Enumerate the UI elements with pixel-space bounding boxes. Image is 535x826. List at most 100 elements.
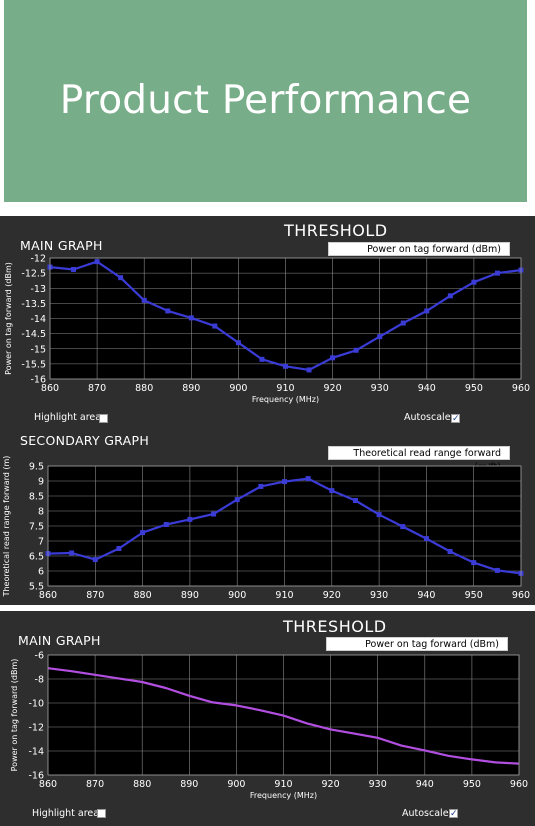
data-point-marker [118,275,124,281]
data-point-marker [329,488,335,494]
autoscale-label: Autoscale [402,808,449,819]
y-axis-label: Power on tag forward (dBm) [4,262,13,375]
data-point-marker [234,497,240,503]
y-tick-label: -16 [30,375,46,386]
y-tick-label: 8 [38,507,44,518]
data-point-marker [400,320,406,326]
data-point-marker [188,315,194,321]
highlight-area-checkbox[interactable] [97,809,106,818]
x-tick-label: 870 [86,779,104,790]
data-point-marker [377,334,383,340]
highlight-area-label: Highlight area [34,412,102,423]
plot-border [47,654,520,776]
data-point-marker [282,479,287,485]
data-point-marker [400,524,406,530]
data-point-marker [94,259,100,265]
x-tick-label: 920 [324,383,342,394]
y-tick-label: -13.5 [21,299,46,310]
data-point-marker [494,567,500,573]
plot-border [49,257,522,380]
main-graph-chart: 860 870 880 890 900 910 920 930 940 950 960 -6 -8 -10… [10,651,528,801]
banner-gap [0,202,535,216]
x-tick-label: 910 [275,590,293,601]
highlight-area-label: Highlight area [32,808,100,819]
x-tick-label: 880 [134,590,152,601]
x-tick-label: 960 [512,590,530,601]
data-point-marker [352,498,358,503]
secondary-graph-title: SECONDARY GRAPH [20,433,150,448]
y-tick-label: -14 [28,747,44,758]
x-tick-label: 880 [135,383,153,394]
data-point-marker [258,483,264,489]
autoscale-label: Autoscale [404,412,451,423]
data-point-marker [116,546,122,551]
y-tick-label: 9 [38,477,44,488]
y-tick-label: 6 [38,567,44,578]
x-tick-label: 900 [228,590,246,601]
x-tick-label: 880 [133,779,151,790]
x-tick-label: 940 [417,590,435,601]
x-tick-label: 950 [463,779,481,790]
x-tick-label: 870 [86,590,104,601]
x-axis-label: Frequency (MHz) [250,791,317,800]
x-tick-label: 910 [276,383,294,394]
secondary-graph-chart: 860 870 880 890 900 910 920 930 940 950 960 9.5 9 8.5… [2,456,530,601]
x-tick-label: 930 [371,383,389,394]
data-point-marker [330,355,336,361]
y-tick-label: -6 [35,651,44,662]
data-point-marker [71,266,77,272]
data-point-marker [306,367,312,373]
y-tick-label: 9.5 [29,462,44,473]
y-tick-label: 5.5 [29,582,44,593]
y-tick-label: 8.5 [29,492,44,503]
data-point-marker [211,511,217,517]
y-tick-label: -12.5 [21,269,46,280]
data-point-marker [212,323,218,329]
x-tick-label: 930 [370,590,388,601]
y-tick-label: -14.5 [21,329,46,340]
x-tick-label: 900 [227,779,245,790]
data-point-marker [376,512,382,518]
x-tick-label: 930 [369,779,387,790]
y-tick-label: -12 [30,254,46,265]
data-point-marker [141,297,147,303]
plot-border [47,465,522,587]
x-tick-label: 890 [180,779,198,790]
y-axis-label: Theoretical read range forward (m) [2,456,11,598]
x-tick-label: 890 [181,590,199,601]
y-tick-label: -15 [30,344,46,355]
data-point-marker [165,308,171,314]
x-tick-label: 920 [323,590,341,601]
data-point-marker [423,536,429,542]
x-tick-label: 950 [465,383,483,394]
x-tick-label: 920 [322,779,340,790]
x-tick-label: 940 [418,383,436,394]
main-graph-metric-dropdown[interactable]: Power on tag forward (dBm) [326,637,508,651]
y-tick-label: -10 [28,699,44,710]
data-point-marker [424,308,430,314]
autoscale-checkbox[interactable]: ✓ [449,809,458,819]
data-point-marker [471,560,477,566]
x-tick-label: 860 [41,383,59,394]
highlight-area-checkbox[interactable] [99,414,108,423]
x-tick-label: 910 [274,779,292,790]
main-graph-chart: 860 870 880 890 900 910 920 930 940 950 960 -12 -12.… [4,254,530,405]
autoscale-checkbox[interactable]: ✓ [451,414,460,424]
banner-title: Product Performance [59,78,472,123]
y-tick-label: -12 [28,723,44,734]
main-graph-metric-dropdown[interactable]: Power on tag forward (dBm) [328,242,510,256]
x-tick-label: 940 [416,779,434,790]
series-line [47,667,520,765]
data-point-marker [92,557,98,563]
data-point-marker [353,347,359,353]
x-tick-label: 950 [465,590,483,601]
y-tick-label: -14 [30,314,46,325]
data-point-marker [283,363,288,369]
y-tick-label: 7 [38,537,44,548]
x-tick-label: 900 [229,383,247,394]
data-point-marker [305,476,311,482]
y-tick-label: -15.5 [21,359,46,370]
data-point-marker [69,550,75,556]
x-axis-label: Frequency (MHz) [252,395,319,404]
panel-separator [0,605,535,611]
